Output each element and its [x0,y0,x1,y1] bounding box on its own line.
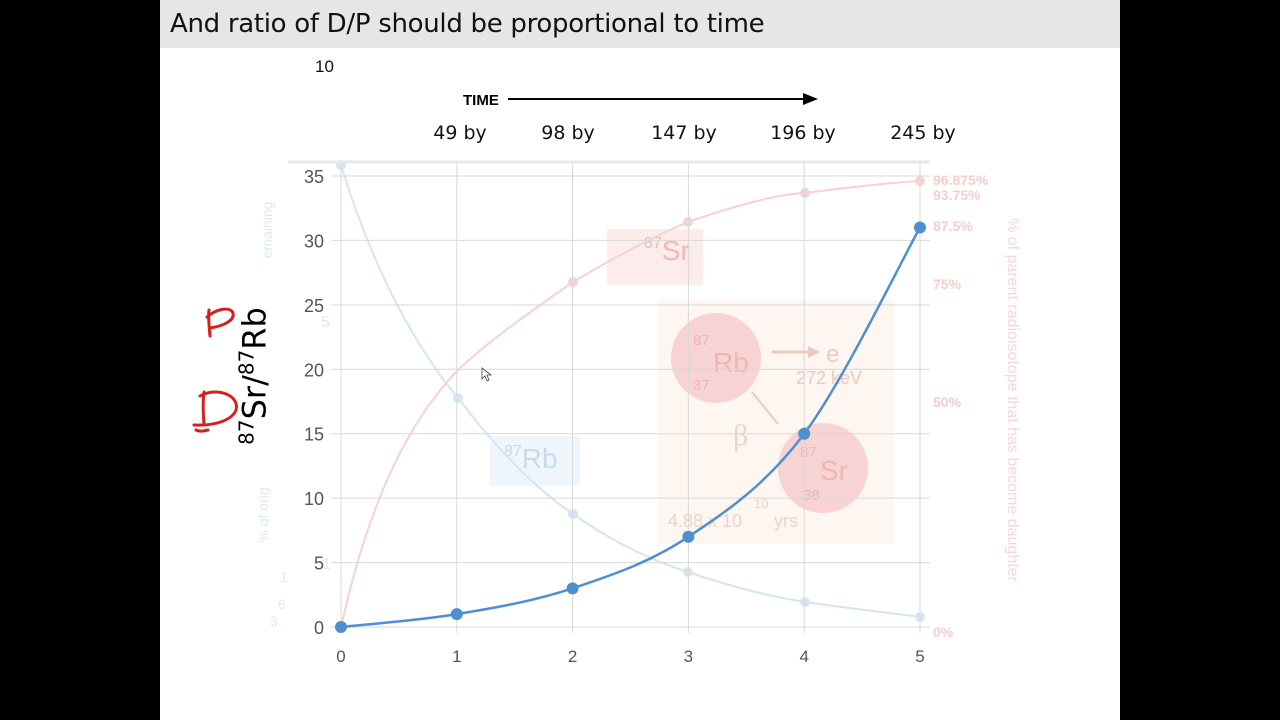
y-tick-label: 5 [314,554,324,574]
x-tick-label: 5 [915,647,924,666]
data-point [450,608,463,621]
x-tick-label: 0 [336,647,345,666]
rb-atom-symbol: Rb [713,347,749,378]
ylabel-rb: Rb [235,307,274,350]
rb-label-mass: 87 [504,443,522,460]
right-tick-96: 96.875% [933,172,989,188]
y-tick-label: 0 [314,618,324,638]
ylabel-sr: Sr/ [235,375,274,420]
energy-label: 272 keV [796,368,862,388]
rb-atom-number: 37 [693,377,710,394]
time-arrow [508,93,818,105]
handwritten-annotations: P D [192,307,238,433]
x-tick-label: 2 [568,647,577,666]
y-tick-label: 20 [304,360,324,380]
time-tick-2: 98 by [541,122,595,144]
rb-atom-mass: 87 [693,332,710,349]
decay-arrow [751,391,779,425]
ylabel-sup-2: 87 [234,349,259,376]
faint-rb-point [453,393,463,403]
sr-atom-circle [778,423,868,513]
grid [288,160,930,633]
series [335,221,926,633]
rb-atom-circle [671,313,761,403]
right-tick-75: 75% [933,276,962,292]
y-tick-label: 15 [304,425,324,445]
slide-title: And ratio of D/P should be proportional … [170,9,765,39]
time-axis-label: TIME [463,92,499,109]
handwritten-d: D [192,390,238,433]
data-point [798,427,811,440]
x-tick-label: 3 [684,647,693,666]
right-tick-87: 87.5% [933,218,973,234]
title-bar: And ratio of D/P should be proportional … [160,0,1120,48]
y-tick-label: 10 [304,489,324,509]
slide: And ratio of D/P should be proportional … [160,0,1120,720]
x-tick-label: 1 [452,647,461,666]
y-tick-label: 35 [304,167,324,187]
time-tick-3: 147 by [651,122,717,144]
sr-label-box [607,229,703,285]
y-tick-label: 30 [304,231,324,251]
half-life-exponent: 10 [754,496,768,511]
half-life-unit: yrs [774,511,798,531]
right-tick-93: 93.75% [933,187,981,203]
sr-label-symbol: Sr [662,235,690,266]
faint-rb-point [800,597,810,607]
sr-atom-mass: 87 [800,444,817,461]
y-axis-label: 87Sr/87Rb [235,307,274,445]
beta-label: β [733,419,748,452]
right-tick-0: 0% [933,624,954,640]
data-point [682,530,695,543]
background-figure: % of parent radioisotope that has become… [255,160,1021,640]
half-life-label: 4.88 x 10 [668,511,742,531]
data-point [914,221,926,234]
faint-number-1: 5 [321,314,330,331]
chart: % of parent radioisotope that has become… [192,93,1021,666]
sr-atom-symbol: Sr [820,455,848,486]
faint-number-3: 1 [280,569,288,585]
faint-sr-point [800,188,810,198]
left-axis-label: % of orig [255,487,271,542]
faint-number-5: 3. [270,613,282,629]
handwritten-p: P [205,307,235,338]
time-tick-4: 196 by [770,122,836,144]
sr-atom-number: 38 [803,487,820,504]
data-point [566,582,579,595]
faint-number-2: 1 [322,556,331,573]
electron-label: e [826,341,839,368]
left-axis-label-2: emaining [259,202,275,259]
rb-label-box [490,436,580,486]
rb-label-symbol: Rb [522,443,558,474]
right-tick-50: 50% [933,394,962,410]
stray-number: 10 [315,57,334,76]
time-tick-5: 245 by [890,122,956,144]
time-tick-1: 49 by [433,122,487,144]
faint-number-4: 6 [278,596,286,612]
mouse-cursor-icon [481,367,493,382]
right-axis-label: % of parent radioisotope that has become… [1004,218,1021,582]
y-tick-label: 25 [304,296,324,316]
emission-arrowhead [808,346,820,358]
x-tick-label: 4 [799,647,808,666]
rb-label: 87Rb [504,443,558,474]
ylabel-sup-1: 87 [234,419,259,445]
data-point [335,621,347,633]
